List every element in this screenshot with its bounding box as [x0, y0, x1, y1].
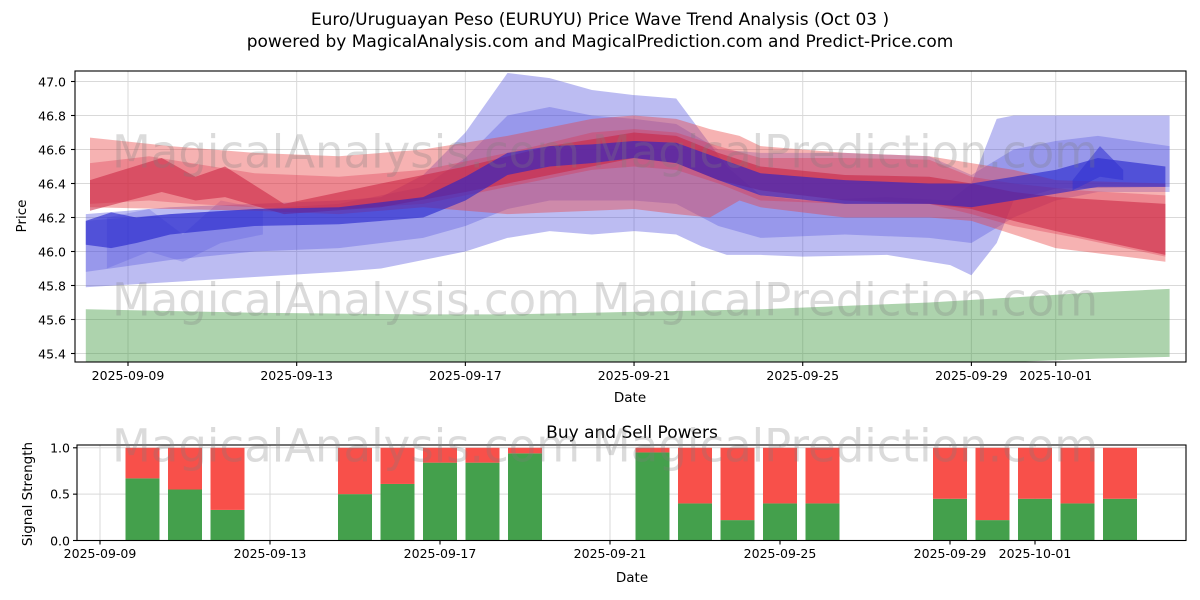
buy-bar-2025-09-10	[125, 478, 160, 541]
price-plot-border	[74, 70, 1187, 363]
price-x-axis-label: Date	[613, 390, 647, 406]
buy-bar-2025-10-01	[1018, 498, 1052, 541]
sell-bar-2025-10-02	[1060, 447, 1095, 504]
price-y-tick-label: 45.4	[38, 346, 66, 361]
price-x-tick-label: 2025-09-09	[91, 368, 165, 383]
buy-bar-2025-09-30	[975, 520, 1010, 541]
signal-x-tick-label: 2025-10-01	[998, 546, 1072, 561]
signal-x-tick-label: 2025-09-25	[743, 546, 817, 561]
sell-bar-2025-09-26	[805, 447, 840, 504]
buy-bar-2025-10-03	[1103, 498, 1137, 541]
buy-bar-2025-09-18	[465, 462, 500, 541]
band-support-green-band	[85, 288, 1170, 362]
price-y-tick-label: 45.6	[38, 312, 66, 327]
sell-bar-2025-09-22	[635, 447, 670, 453]
price-y-tick-label: 45.8	[38, 278, 66, 293]
buy-bar-2025-10-02	[1060, 503, 1095, 541]
sell-bar-2025-09-10	[125, 447, 160, 479]
signal-chart-title: Buy and Sell Powers	[546, 423, 718, 443]
band-blue-arrow-marker	[1072, 146, 1124, 191]
buy-bar-2025-09-19	[508, 453, 542, 541]
sell-bar-2025-10-01	[1018, 447, 1052, 499]
price-x-tick-label: 2025-10-01	[1019, 368, 1093, 383]
sell-bar-2025-09-15	[338, 447, 372, 495]
price-x-tick-label: 2025-09-13	[260, 368, 333, 383]
signal-x-tick-label: 2025-09-29	[913, 546, 987, 561]
price-bands	[85, 73, 1170, 362]
sell-bar-2025-09-12	[210, 447, 245, 510]
figure-subtitle: powered by MagicalAnalysis.com and Magic…	[246, 32, 954, 52]
band-red-wave-medium	[90, 129, 1166, 257]
buy-bar-2025-09-17	[423, 462, 457, 541]
band-blue-wave-core	[85, 141, 1166, 249]
buy-bar-2025-09-22	[635, 452, 670, 541]
buy-bar-2025-09-12	[210, 509, 245, 541]
price-x-tick-label: 2025-09-21	[597, 368, 671, 383]
buy-bar-2025-09-29	[933, 498, 967, 541]
sell-bar-2025-09-16	[380, 447, 415, 484]
price-x-tick-label: 2025-09-25	[766, 368, 840, 383]
signal-x-tick-label: 2025-09-17	[403, 546, 477, 561]
buy-bar-2025-09-11	[168, 489, 202, 541]
price-y-tick-label: 46.4	[38, 176, 66, 191]
buy-bar-2025-09-25	[763, 503, 797, 541]
buy-bar-2025-09-23	[678, 503, 712, 541]
signal-x-tick-label: 2025-09-21	[573, 546, 647, 561]
sell-bar-2025-10-03	[1103, 447, 1137, 499]
signal-x-tick-label: 2025-09-09	[63, 546, 137, 561]
price-y-tick-label: 46.8	[38, 108, 66, 123]
buy-bar-2025-09-24	[720, 520, 755, 541]
signal-x-tick-label: 2025-09-13	[233, 546, 307, 561]
sell-bar-2025-09-11	[168, 447, 202, 490]
sell-bar-2025-09-18	[465, 447, 500, 463]
price-y-tick-label: 46.0	[38, 244, 66, 259]
price-x-tick-label: 2025-09-29	[935, 368, 1008, 383]
price-y-tick-label: 47.0	[38, 74, 66, 89]
sell-bar-2025-09-30	[975, 447, 1010, 521]
sell-bar-2025-09-19	[508, 447, 542, 454]
sell-bar-2025-09-23	[678, 447, 712, 504]
price-y-axis-label: Price	[14, 199, 30, 233]
buy-bar-2025-09-15	[338, 494, 372, 541]
sell-bar-2025-09-24	[720, 447, 755, 521]
price-x-tick-label: 2025-09-17	[429, 368, 502, 383]
signal-plot-border	[76, 444, 1187, 542]
price-y-tick-label: 46.2	[38, 210, 66, 225]
sell-bar-2025-09-17	[423, 447, 457, 463]
price-y-tick-label: 46.6	[38, 142, 66, 157]
sell-bar-2025-09-29	[933, 447, 967, 499]
buy-bar-2025-09-26	[805, 503, 840, 541]
band-red-wave-wide	[90, 115, 1166, 262]
signal-y-tick-label: 0.5	[50, 486, 70, 502]
signal-y-tick-label: 0.0	[50, 533, 70, 548]
signal-bars	[125, 447, 1137, 541]
signal-y-axis-label: Signal Strength	[20, 441, 36, 547]
band-blue-wave-wide	[85, 73, 1170, 288]
buy-bar-2025-09-16	[380, 483, 415, 541]
signal-y-tick-label: 1.0	[50, 440, 70, 456]
band-blue-wave-medium	[85, 107, 1170, 272]
sell-bar-2025-09-25	[763, 447, 797, 504]
signal-x-axis-label: Date	[615, 570, 649, 586]
figure-title: Euro/Uruguayan Peso (EURUYU) Price Wave …	[310, 10, 890, 30]
